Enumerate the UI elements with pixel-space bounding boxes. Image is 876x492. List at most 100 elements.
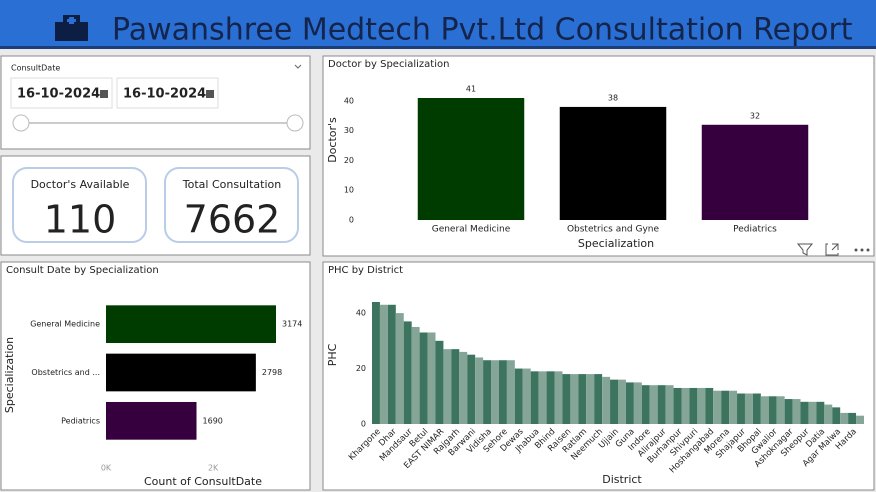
bar <box>848 412 857 424</box>
bar <box>697 387 706 424</box>
data-label: 38 <box>608 93 618 102</box>
bar <box>554 371 563 424</box>
y-axis-label: PHC <box>326 343 339 366</box>
y-tick-label: 20 <box>344 156 354 165</box>
bar <box>459 351 468 424</box>
slider-handle[interactable] <box>286 114 304 132</box>
x-tick-label: Pediatrics <box>733 225 777 235</box>
bar <box>522 368 531 424</box>
y-tick-label: 10 <box>344 186 354 195</box>
bar <box>768 396 777 424</box>
data-label: 2798 <box>262 368 282 377</box>
x-tick-label: General Medicine <box>432 225 511 235</box>
header-bar <box>0 0 876 48</box>
bar <box>713 390 722 424</box>
chart-title: Doctor by Specialization <box>328 59 449 70</box>
bar <box>427 332 436 424</box>
bar <box>106 353 256 392</box>
slider-handle[interactable] <box>12 114 30 132</box>
bar <box>538 371 547 424</box>
bar <box>411 326 420 424</box>
y-axis-label: Doctor's <box>326 117 339 163</box>
y-tick-label: 0 <box>361 420 366 429</box>
y-tick-label: General Medicine <box>30 320 100 329</box>
bar <box>106 305 276 344</box>
bar <box>387 304 396 424</box>
bar <box>840 412 849 424</box>
y-axis-label: Specialization <box>3 337 16 413</box>
y-tick-label: 30 <box>344 126 354 135</box>
bar <box>800 401 809 424</box>
bar <box>701 124 809 220</box>
bar <box>594 374 603 424</box>
bar <box>106 401 197 440</box>
bar <box>752 393 761 424</box>
bar <box>681 387 690 424</box>
data-label: 41 <box>466 85 476 94</box>
bar <box>602 376 611 424</box>
header-border <box>0 46 876 49</box>
bar <box>729 390 738 424</box>
card <box>12 167 147 243</box>
bar <box>491 360 499 424</box>
y-tick-label: 40 <box>356 309 366 318</box>
bar <box>776 396 785 424</box>
y-tick-label: 20 <box>356 364 366 373</box>
bar <box>395 313 404 424</box>
x-axis-label: Count of ConsultDate <box>144 475 262 488</box>
bar <box>379 304 388 424</box>
bar <box>673 387 682 424</box>
x-tick-label: 2K <box>208 464 219 473</box>
bar <box>514 368 523 424</box>
bar <box>546 371 555 424</box>
chart-title: PHC by District <box>328 265 403 276</box>
card-label: Doctor's Available <box>31 178 130 191</box>
bar <box>417 98 525 220</box>
bar <box>824 404 833 424</box>
bar <box>562 374 571 424</box>
chart-title: Consult Date by Specialization <box>6 265 159 276</box>
bar <box>506 360 515 424</box>
y-tick-label: Obstetrics and ... <box>31 368 100 377</box>
bar <box>618 379 626 424</box>
bar <box>403 321 412 424</box>
card-value: 7662 <box>184 198 281 242</box>
date-box[interactable] <box>10 77 113 109</box>
bar <box>570 374 579 424</box>
calendar-icon[interactable] <box>206 90 214 98</box>
y-tick-label: Pediatrics <box>61 416 100 425</box>
bar <box>419 332 428 424</box>
calendar-icon[interactable] <box>100 90 108 98</box>
bar <box>856 415 864 424</box>
bar <box>792 399 801 424</box>
bar <box>475 357 484 424</box>
bar <box>832 407 841 424</box>
bar <box>498 360 507 424</box>
bar <box>760 396 769 424</box>
bar <box>633 382 642 424</box>
bar <box>657 385 666 424</box>
slicer-start: 16-10-2024 <box>17 87 100 102</box>
x-tick-label: 0K <box>101 464 112 473</box>
bar <box>578 374 587 424</box>
slicer-label: ConsultDate <box>11 64 60 73</box>
header-title: Pawanshree Medtech Pvt.Ltd Consultation … <box>112 13 853 48</box>
slicer-end: 16-10-2024 <box>123 87 206 102</box>
bar <box>705 387 714 424</box>
slicer-chevron[interactable] <box>294 64 302 69</box>
card <box>164 167 299 243</box>
y-tick-label: 40 <box>344 96 354 105</box>
x-tick-label: Obstetrics and Gyne <box>567 225 660 235</box>
visual-header-icons[interactable] <box>796 243 870 256</box>
bar <box>665 385 674 424</box>
bar <box>372 302 380 424</box>
bar <box>443 349 452 424</box>
bar <box>649 385 658 424</box>
date-box[interactable] <box>116 77 219 109</box>
y-tick-label: 0 <box>349 216 354 225</box>
data-label: 32 <box>750 111 760 120</box>
bar <box>625 382 634 424</box>
data-label: 3174 <box>282 320 302 329</box>
bar <box>435 340 444 424</box>
